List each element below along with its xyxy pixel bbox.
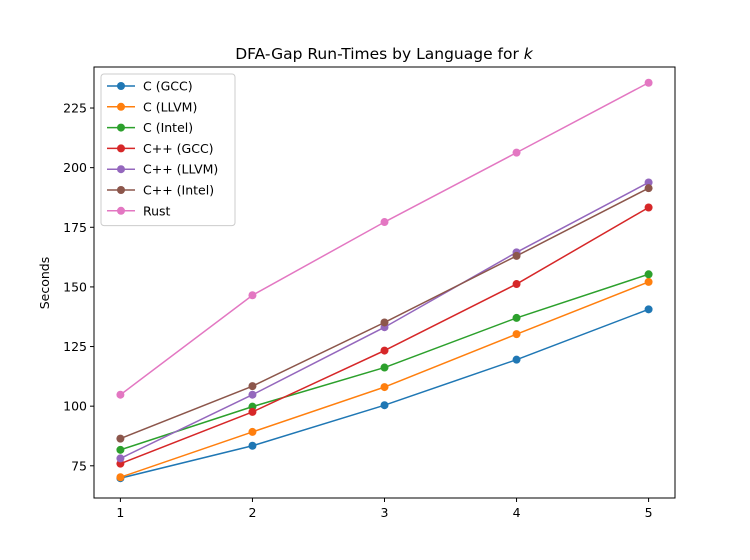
series-0-point [248,441,257,450]
x-axis-ticks: 1 2 3 4 5 [116,498,653,520]
legend-label: C (LLVM) [143,99,197,114]
series-5-point [644,184,653,193]
series-0-point [380,401,389,410]
series-3-point [512,280,521,289]
series-2-point [644,270,653,279]
series-4-point [644,178,653,187]
series-5-point [116,434,125,443]
series-1-point [380,383,389,392]
series-6-point [512,148,521,157]
chart-title-variable: k [524,45,534,63]
legend-label: C++ (GCC) [143,141,214,156]
legend-marker [117,206,125,215]
y-tick-label: 125 [63,339,87,354]
series-6-point [380,218,389,227]
series-2-point [380,363,389,372]
legend-label: Rust [143,203,171,218]
series-line-2 [120,273,649,451]
legend-marker [117,82,125,90]
series-1-point [512,330,521,339]
series-3-point [644,203,653,212]
x-tick-label: 3 [381,505,389,520]
legend: C (GCC) C (LLVM) C (Intel) C++ (GCC) C++ (LL… [100,73,236,227]
legend-label: C++ (Intel) [143,183,214,198]
series-4-point [248,390,257,399]
x-tick-label: 4 [513,505,521,520]
legend-marker [117,144,125,153]
series-6-point [644,78,653,87]
plot-markers [116,78,653,483]
series-2-point [512,313,521,322]
legend-marker [117,186,125,194]
series-5-point [380,318,389,327]
series-6-point [116,390,125,399]
y-tick-label: 100 [63,399,87,414]
y-axis-label: Seconds [37,257,52,310]
y-tick-label: 175 [63,220,87,235]
series-3-point [380,346,389,355]
x-tick-label: 2 [248,505,256,520]
series-5-point [512,251,521,260]
series-0-point [512,355,521,364]
y-tick-label: 225 [63,101,87,116]
y-tick-label: 75 [71,458,87,473]
legend-label: C (Intel) [143,120,193,135]
legend-marker [117,102,125,111]
x-tick-label: 1 [116,505,124,520]
chart-title: DFA-Gap Run-Times by Language for k [235,45,534,63]
series-0-point [644,305,653,314]
series-line-1 [120,281,649,478]
series-6-point [248,291,257,300]
series-2-point [116,445,125,454]
y-tick-label: 150 [63,279,87,294]
x-tick-label: 5 [645,505,653,520]
series-1-point [644,277,653,286]
series-1-point [116,473,125,482]
series-5-point [248,382,257,391]
series-1-point [248,427,257,436]
y-axis-ticks: 75 100 125 150 175 200 225 [63,101,94,473]
legend-label: C++ (LLVM) [143,162,218,177]
chart-title-text: DFA-Gap Run-Times by Language for [235,45,519,63]
legend-label: C (GCC) [143,79,193,94]
legend-marker [117,165,125,174]
series-3-point [248,407,257,416]
series-4-point [116,454,125,463]
y-tick-label: 200 [63,160,87,175]
legend-box [100,73,236,227]
legend-marker [117,123,125,132]
